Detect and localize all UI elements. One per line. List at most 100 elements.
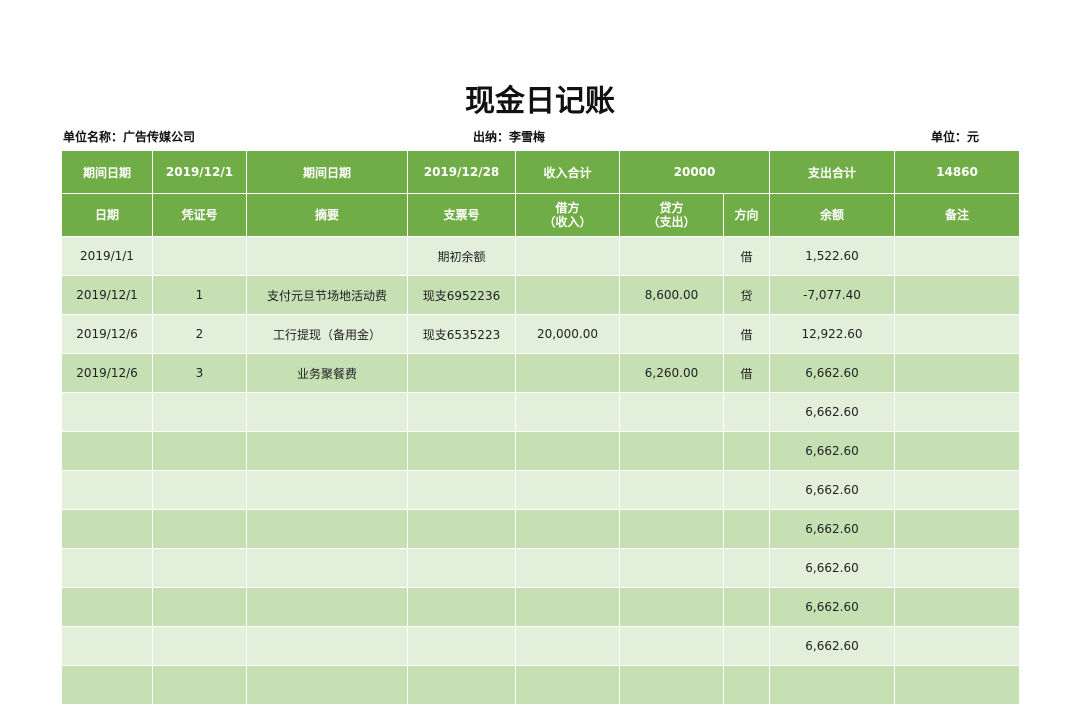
cell-balance[interactable]: 6,662.60 — [769, 587, 895, 627]
cell-date[interactable]: 2019/12/6 — [61, 353, 153, 393]
cell-date[interactable]: 2019/1/1 — [61, 236, 153, 276]
cell-summary[interactable]: 支付元旦节场地活动费 — [246, 275, 408, 315]
cell-summary[interactable] — [246, 470, 408, 510]
cell-cheque[interactable] — [407, 392, 516, 432]
cell-voucher[interactable] — [152, 236, 247, 276]
period-start[interactable]: 2019/12/1 — [152, 150, 247, 194]
cell-direction[interactable] — [723, 509, 770, 549]
cell-cheque[interactable] — [407, 626, 516, 666]
cell-voucher[interactable]: 3 — [152, 353, 247, 393]
cell-cheque[interactable] — [407, 548, 516, 588]
cell-direction[interactable]: 借 — [723, 314, 770, 354]
cell-date[interactable] — [61, 587, 153, 627]
cell-direction[interactable] — [723, 470, 770, 510]
cell-summary[interactable] — [246, 548, 408, 588]
cell-remark[interactable] — [894, 587, 1020, 627]
cell-date[interactable]: 2019/12/6 — [61, 314, 153, 354]
cell-voucher[interactable] — [152, 548, 247, 588]
cell-credit[interactable] — [619, 431, 724, 471]
cell-debit[interactable] — [515, 665, 620, 705]
cell-remark[interactable] — [894, 314, 1020, 354]
cell-summary[interactable] — [246, 392, 408, 432]
cell-summary[interactable]: 工行提现（备用金） — [246, 314, 408, 354]
cell-credit[interactable]: 8,600.00 — [619, 275, 724, 315]
cell-date[interactable] — [61, 548, 153, 588]
cell-date[interactable] — [61, 509, 153, 549]
cell-remark[interactable] — [894, 665, 1020, 705]
cell-credit[interactable] — [619, 509, 724, 549]
cell-summary[interactable] — [246, 665, 408, 705]
cell-cheque[interactable] — [407, 470, 516, 510]
cell-remark[interactable] — [894, 431, 1020, 471]
cell-direction[interactable] — [723, 431, 770, 471]
cell-credit[interactable] — [619, 626, 724, 666]
cell-voucher[interactable] — [152, 665, 247, 705]
cell-balance[interactable] — [769, 665, 895, 705]
cell-remark[interactable] — [894, 509, 1020, 549]
cell-balance[interactable]: 6,662.60 — [769, 470, 895, 510]
cell-summary[interactable]: 业务聚餐费 — [246, 353, 408, 393]
cell-debit[interactable] — [515, 236, 620, 276]
cell-date[interactable]: 2019/12/1 — [61, 275, 153, 315]
cell-debit[interactable] — [515, 353, 620, 393]
cell-cheque[interactable] — [407, 353, 516, 393]
cell-direction[interactable] — [723, 665, 770, 705]
cell-balance[interactable]: 12,922.60 — [769, 314, 895, 354]
cell-cheque[interactable] — [407, 431, 516, 471]
cell-cheque[interactable] — [407, 665, 516, 705]
cell-remark[interactable] — [894, 236, 1020, 276]
cell-direction[interactable] — [723, 548, 770, 588]
cell-balance[interactable]: 6,662.60 — [769, 548, 895, 588]
cell-debit[interactable] — [515, 587, 620, 627]
cell-debit[interactable] — [515, 626, 620, 666]
cell-cheque[interactable]: 现支6952236 — [407, 275, 516, 315]
cell-cheque[interactable] — [407, 509, 516, 549]
cell-summary[interactable] — [246, 431, 408, 471]
cell-direction[interactable]: 借 — [723, 236, 770, 276]
cell-voucher[interactable] — [152, 626, 247, 666]
cell-balance[interactable]: 1,522.60 — [769, 236, 895, 276]
cell-remark[interactable] — [894, 275, 1020, 315]
cell-balance[interactable]: 6,662.60 — [769, 626, 895, 666]
cell-balance[interactable]: 6,662.60 — [769, 353, 895, 393]
cell-balance[interactable]: 6,662.60 — [769, 392, 895, 432]
cell-debit[interactable] — [515, 392, 620, 432]
cell-voucher[interactable] — [152, 392, 247, 432]
cell-remark[interactable] — [894, 392, 1020, 432]
cell-date[interactable] — [61, 665, 153, 705]
cell-direction[interactable]: 贷 — [723, 275, 770, 315]
cell-credit[interactable] — [619, 665, 724, 705]
cell-credit[interactable] — [619, 236, 724, 276]
cell-remark[interactable] — [894, 353, 1020, 393]
cell-credit[interactable] — [619, 392, 724, 432]
cell-direction[interactable] — [723, 626, 770, 666]
cell-debit[interactable] — [515, 431, 620, 471]
cell-summary[interactable] — [246, 587, 408, 627]
cell-remark[interactable] — [894, 626, 1020, 666]
cell-credit[interactable] — [619, 314, 724, 354]
cell-debit[interactable] — [515, 548, 620, 588]
cell-voucher[interactable] — [152, 470, 247, 510]
cell-voucher[interactable]: 2 — [152, 314, 247, 354]
period-end[interactable]: 2019/12/28 — [407, 150, 516, 194]
cell-credit[interactable]: 6,260.00 — [619, 353, 724, 393]
cell-cheque[interactable]: 现支6535223 — [407, 314, 516, 354]
cell-cheque[interactable]: 期初余额 — [407, 236, 516, 276]
cell-date[interactable] — [61, 431, 153, 471]
cell-cheque[interactable] — [407, 587, 516, 627]
cell-voucher[interactable] — [152, 587, 247, 627]
cell-direction[interactable] — [723, 587, 770, 627]
cell-summary[interactable] — [246, 626, 408, 666]
cell-date[interactable] — [61, 626, 153, 666]
cell-credit[interactable] — [619, 587, 724, 627]
cell-credit[interactable] — [619, 548, 724, 588]
cell-balance[interactable]: -7,077.40 — [769, 275, 895, 315]
cell-voucher[interactable] — [152, 431, 247, 471]
cell-voucher[interactable] — [152, 509, 247, 549]
cell-direction[interactable]: 借 — [723, 353, 770, 393]
cell-debit[interactable]: 20,000.00 — [515, 314, 620, 354]
cell-summary[interactable] — [246, 236, 408, 276]
cell-remark[interactable] — [894, 548, 1020, 588]
cell-voucher[interactable]: 1 — [152, 275, 247, 315]
cell-debit[interactable] — [515, 275, 620, 315]
